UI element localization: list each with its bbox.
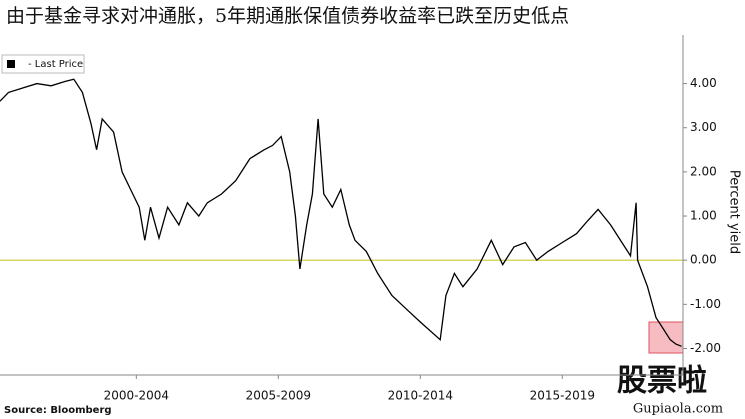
chart-title: 由于基金寻求对冲通胀，5年期通胀保值债券收益率已跌至历史低点 [6, 5, 569, 27]
legend-box [1, 54, 85, 74]
highlight-box [648, 321, 684, 354]
x-tick-label: 2015-2019 [530, 389, 595, 403]
source: Source: Bloomberg [4, 405, 112, 416]
x-tick-label: 2010-2014 [388, 389, 453, 403]
y-tick-label: -2.00 [690, 341, 721, 355]
y-tick-label: 0.00 [690, 253, 717, 267]
watermark: 股票啦 [617, 364, 707, 399]
y-tick-label: 4.00 [690, 76, 717, 90]
x-tick-label: 2000-2004 [104, 389, 169, 403]
y-axis-label: Percent yield [727, 170, 742, 254]
legend-label: - Last Price [28, 59, 83, 70]
watermark-url: Gupiaola.com [633, 402, 723, 417]
y-tick-label: 2.00 [690, 164, 717, 178]
y-tick-label: 1.00 [690, 209, 717, 223]
x-tick-label: 2005-2009 [246, 389, 311, 403]
legend-swatch [7, 60, 15, 68]
price-line [0, 78, 682, 347]
y-tick-label: 3.00 [690, 120, 717, 134]
y-tick-label: -1.00 [690, 297, 721, 311]
